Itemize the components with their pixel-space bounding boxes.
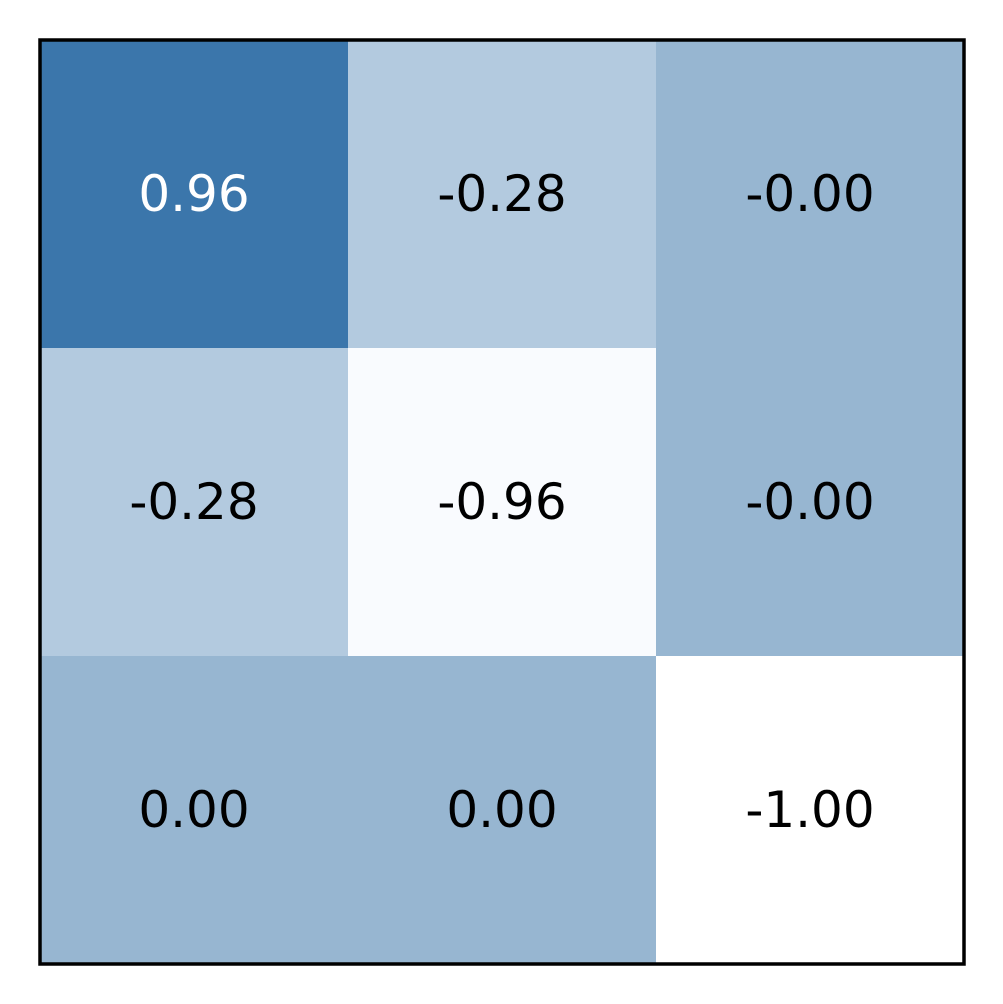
cell-label-2-0: 0.00 <box>138 781 249 839</box>
heatmap-cell-1-0 <box>40 348 349 657</box>
heatmap-cell-0-0 <box>40 40 349 349</box>
cell-label-0-1: -0.28 <box>437 165 566 223</box>
heatmap-cell-2-0 <box>40 656 349 965</box>
heatmap-cells <box>40 40 965 965</box>
cell-label-1-0: -0.28 <box>129 473 258 531</box>
heatmap-cell-2-1 <box>348 656 657 965</box>
cell-label-1-2: -0.00 <box>745 473 874 531</box>
cell-label-1-1: -0.96 <box>437 473 566 531</box>
heatmap-cell-1-1 <box>348 348 657 657</box>
heatmap-cell-0-2 <box>656 40 965 349</box>
cell-label-2-1: 0.00 <box>446 781 557 839</box>
heatmap-labels: 0.96 -0.28 -0.00 -0.28 -0.96 -0.00 0.00 0.00 -1.… <box>129 165 874 839</box>
heatmap-cell-0-1 <box>348 40 657 349</box>
cell-label-0-2: -0.00 <box>745 165 874 223</box>
cell-label-2-2: -1.00 <box>745 781 874 839</box>
plot-frame <box>38 38 966 966</box>
cell-label-0-0: 0.96 <box>138 165 249 223</box>
heatmap-cell-1-2 <box>656 348 965 657</box>
heatmap-cell-2-2 <box>656 656 965 965</box>
